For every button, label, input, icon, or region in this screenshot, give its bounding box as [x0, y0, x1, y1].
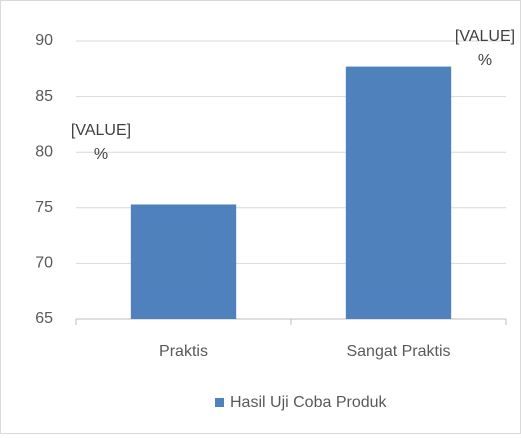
data-label: [VALUE] %: [70, 122, 132, 163]
data-label: [VALUE] %: [454, 28, 516, 69]
x-tick-label: Praktis: [159, 343, 208, 360]
y-tick-label: 75: [35, 199, 53, 216]
y-tick-label: 80: [35, 143, 53, 160]
bar: [345, 66, 452, 320]
x-tick-label: Sangat Praktis: [346, 343, 450, 360]
y-tick-label: 85: [35, 88, 53, 105]
y-tick-label: 90: [35, 32, 53, 49]
y-tick-label: 70: [35, 255, 53, 272]
legend-swatch: [215, 398, 224, 407]
bar: [130, 204, 237, 319]
y-tick-label: 65: [35, 310, 53, 327]
legend-label: Hasil Uji Coba Produk: [230, 394, 388, 411]
